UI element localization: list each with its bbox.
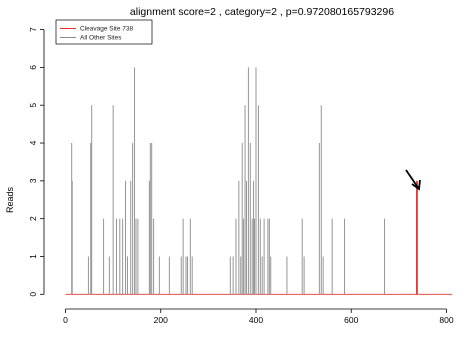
x-tick-label: 400 bbox=[249, 315, 263, 325]
arrow-head bbox=[411, 179, 421, 191]
y-axis: 0 1 2 3 4 5 6 7 bbox=[28, 27, 45, 297]
legend-box bbox=[55, 19, 153, 45]
chart-title: alignment score=2 , category=2 , p=0.972… bbox=[130, 6, 394, 18]
x-tick-label: 800 bbox=[439, 315, 453, 325]
y-tick-label: 3 bbox=[28, 178, 38, 183]
y-tick-label: 5 bbox=[28, 103, 38, 108]
x-tick-label: 200 bbox=[154, 315, 168, 325]
y-tick-label: 2 bbox=[28, 216, 38, 221]
x-axis: 0 200 400 600 800 bbox=[63, 308, 454, 325]
y-axis-label: Reads bbox=[5, 186, 15, 213]
arrow-shaft bbox=[405, 169, 420, 190]
legend-label-other-sites: All Other Sites bbox=[80, 35, 122, 42]
y-tick-label: 6 bbox=[28, 65, 38, 70]
x-tick-label: 0 bbox=[63, 315, 68, 325]
y-tick-label: 4 bbox=[28, 140, 38, 145]
arrow-annotation bbox=[405, 169, 421, 191]
y-tick-label: 1 bbox=[28, 254, 38, 259]
legend-label-cleavage-site: Cleavage Site 738 bbox=[80, 26, 134, 33]
bar-series bbox=[65, 67, 453, 295]
x-tick-label: 600 bbox=[344, 315, 358, 325]
y-tick-label: 7 bbox=[28, 27, 38, 32]
legend: Cleavage Site 738 All Other Sites bbox=[55, 19, 153, 45]
y-tick-label: 0 bbox=[28, 292, 38, 297]
